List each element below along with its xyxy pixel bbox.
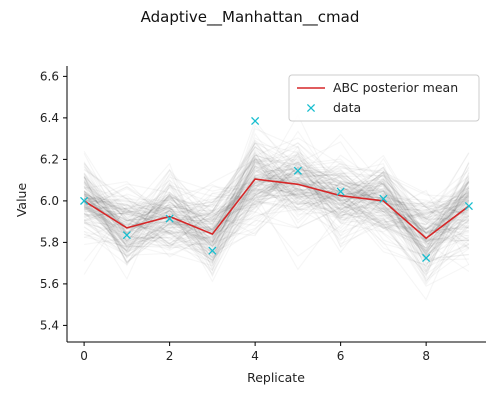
- x-axis-title: Replicate: [247, 370, 305, 385]
- series-layer: [80, 116, 473, 263]
- data-point: [379, 194, 388, 203]
- axes: 0 2 4 6 8 5.4 5.6 5.8 6.0 6.2 6.4 6.6: [40, 66, 486, 363]
- y-axis-title: Value: [14, 183, 29, 218]
- y-tick-label: 5.8: [40, 235, 59, 249]
- posterior-trajectories: [84, 115, 469, 300]
- x-tick-label: 6: [337, 349, 345, 363]
- legend-entry-data: data: [306, 100, 361, 115]
- y-tick-label: 6.2: [40, 152, 59, 166]
- y-tick-label: 6.0: [40, 194, 59, 208]
- x-tick-label: 8: [422, 349, 430, 363]
- data-point: [422, 253, 431, 263]
- x-tick-label: 0: [80, 349, 88, 363]
- chart-title: Adaptive__Manhattan__cmad: [141, 8, 360, 27]
- y-tick-label: 6.4: [40, 111, 59, 125]
- x-tick-label: 4: [251, 349, 259, 363]
- legend-label: ABC posterior mean: [333, 80, 458, 95]
- data-point: [251, 116, 260, 126]
- y-tick-label: 5.4: [40, 318, 59, 332]
- data-point: [80, 196, 89, 205]
- data-point: [464, 202, 473, 211]
- y-tick-label: 6.6: [40, 69, 59, 83]
- legend: ABC posterior mean data: [288, 74, 480, 122]
- legend-label: data: [333, 100, 361, 115]
- data-point: [336, 187, 345, 196]
- legend-entry-abc-posterior-mean: ABC posterior mean: [297, 80, 458, 95]
- y-tick-label: 5.6: [40, 277, 59, 291]
- series-line-abc-posterior-mean: [83, 178, 470, 240]
- data-point: [293, 166, 302, 175]
- data-point: [122, 231, 131, 240]
- legend-box: [288, 74, 480, 122]
- data-point: [208, 246, 217, 255]
- data-point: [165, 214, 174, 223]
- x-tick-label: 2: [166, 349, 174, 363]
